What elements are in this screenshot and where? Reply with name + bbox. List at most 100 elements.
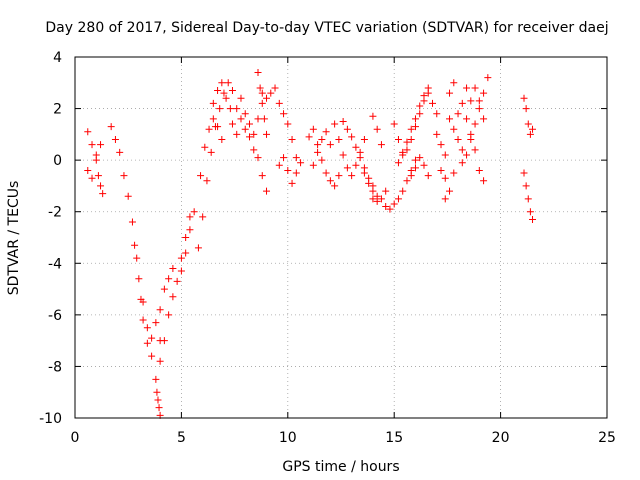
data-point bbox=[437, 141, 445, 149]
data-point bbox=[88, 174, 96, 182]
data-point bbox=[169, 264, 177, 272]
x-tick-label: 5 bbox=[177, 430, 186, 446]
data-point bbox=[305, 133, 313, 141]
data-point bbox=[107, 123, 115, 131]
data-point bbox=[403, 146, 411, 154]
data-point bbox=[377, 195, 385, 203]
data-point bbox=[139, 298, 147, 306]
data-point bbox=[484, 74, 492, 82]
data-point bbox=[263, 94, 271, 102]
data-point bbox=[258, 89, 266, 97]
data-point bbox=[382, 203, 390, 211]
data-point bbox=[135, 275, 143, 283]
data-point bbox=[271, 84, 279, 92]
data-point bbox=[424, 172, 432, 180]
data-point bbox=[97, 141, 105, 149]
y-tick-label: -2 bbox=[48, 205, 62, 221]
data-point bbox=[280, 110, 288, 118]
data-point bbox=[411, 164, 419, 172]
data-point bbox=[84, 128, 92, 136]
data-point bbox=[218, 136, 226, 144]
y-tick-label: -4 bbox=[48, 256, 62, 272]
data-point bbox=[339, 151, 347, 159]
data-point bbox=[156, 357, 164, 365]
data-point bbox=[275, 99, 283, 107]
data-point bbox=[480, 177, 488, 185]
grid-lines bbox=[75, 57, 607, 418]
data-point bbox=[526, 130, 534, 138]
data-point bbox=[424, 89, 432, 97]
data-point bbox=[450, 79, 458, 87]
data-point bbox=[218, 79, 226, 87]
data-point bbox=[182, 249, 190, 257]
data-point bbox=[173, 277, 181, 285]
data-point bbox=[156, 306, 164, 314]
data-point bbox=[437, 166, 445, 174]
data-point bbox=[450, 125, 458, 133]
y-axis-label: SDTVAR / TECUs bbox=[6, 181, 22, 296]
data-point bbox=[133, 254, 141, 262]
data-point bbox=[216, 105, 224, 113]
data-point bbox=[205, 125, 213, 133]
y-tick-label: 2 bbox=[53, 102, 62, 118]
data-point bbox=[454, 136, 462, 144]
data-point bbox=[331, 182, 339, 190]
data-point bbox=[480, 115, 488, 123]
data-point bbox=[260, 115, 268, 123]
data-point bbox=[226, 105, 234, 113]
data-point bbox=[194, 244, 202, 252]
data-point bbox=[441, 195, 449, 203]
data-point bbox=[420, 92, 428, 100]
data-point bbox=[407, 125, 415, 133]
data-point bbox=[377, 141, 385, 149]
axis-ticks bbox=[74, 56, 608, 419]
data-point bbox=[214, 123, 222, 131]
data-point bbox=[471, 120, 479, 128]
x-tick-label: 20 bbox=[492, 430, 510, 446]
data-point bbox=[203, 177, 211, 185]
data-point bbox=[220, 89, 228, 97]
data-point bbox=[348, 172, 356, 180]
data-point bbox=[446, 89, 454, 97]
data-point bbox=[120, 172, 128, 180]
data-point bbox=[463, 115, 471, 123]
data-point bbox=[326, 177, 334, 185]
data-point bbox=[369, 187, 377, 195]
data-point bbox=[416, 110, 424, 118]
data-point bbox=[365, 179, 373, 187]
data-point bbox=[237, 115, 245, 123]
data-point bbox=[399, 187, 407, 195]
x-axis-label: GPS time / hours bbox=[282, 459, 399, 475]
x-tick-label: 10 bbox=[279, 430, 297, 446]
data-point bbox=[416, 154, 424, 162]
data-point bbox=[343, 125, 351, 133]
data-point bbox=[258, 172, 266, 180]
data-point bbox=[92, 151, 100, 159]
data-point bbox=[250, 130, 258, 138]
data-point bbox=[256, 84, 264, 92]
y-tick-label: 0 bbox=[53, 153, 62, 169]
data-point bbox=[222, 94, 230, 102]
x-tick-labels: 0 5 10 15 20 25 bbox=[71, 430, 616, 446]
data-point bbox=[124, 192, 132, 200]
data-point bbox=[394, 195, 402, 203]
data-point bbox=[154, 396, 162, 404]
data-point bbox=[190, 208, 198, 216]
data-point bbox=[241, 125, 249, 133]
data-point bbox=[373, 197, 381, 205]
data-point bbox=[292, 169, 300, 177]
data-point bbox=[284, 166, 292, 174]
data-point bbox=[128, 218, 136, 226]
data-point bbox=[177, 267, 185, 275]
data-point bbox=[420, 161, 428, 169]
data-point bbox=[480, 89, 488, 97]
data-point bbox=[309, 125, 317, 133]
data-point bbox=[186, 213, 194, 221]
data-point bbox=[352, 143, 360, 151]
data-point bbox=[165, 275, 173, 283]
data-point bbox=[471, 84, 479, 92]
data-point bbox=[407, 136, 415, 144]
data-point bbox=[160, 285, 168, 293]
x-tick-label: 25 bbox=[598, 430, 616, 446]
data-point bbox=[318, 136, 326, 144]
